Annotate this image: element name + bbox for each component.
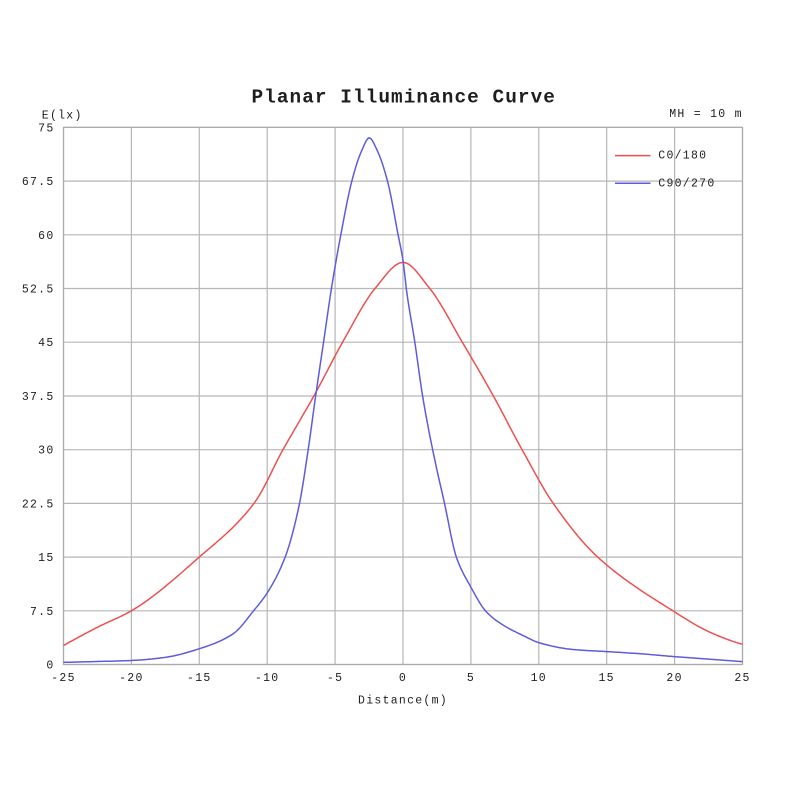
svg-text:52.5: 52.5: [22, 284, 55, 297]
svg-text:5: 5: [467, 672, 475, 685]
svg-text:15: 15: [38, 552, 54, 565]
svg-text:MH = 10 m: MH = 10 m: [669, 108, 743, 121]
svg-text:-15: -15: [187, 672, 212, 685]
svg-text:10: 10: [531, 672, 547, 685]
svg-text:60: 60: [38, 230, 54, 243]
svg-text:C0/180: C0/180: [658, 150, 707, 163]
svg-text:Distance(m): Distance(m): [358, 694, 448, 707]
svg-text:0: 0: [46, 660, 54, 673]
svg-text:C90/270: C90/270: [658, 177, 715, 190]
svg-text:67.5: 67.5: [22, 176, 55, 189]
svg-text:37.5: 37.5: [22, 391, 55, 404]
svg-text:-20: -20: [119, 672, 144, 685]
svg-text:Planar Illuminance Curve: Planar Illuminance Curve: [252, 86, 556, 108]
svg-text:-25: -25: [51, 672, 76, 685]
svg-text:30: 30: [38, 445, 54, 458]
svg-text:7.5: 7.5: [30, 606, 55, 619]
svg-text:75: 75: [38, 122, 54, 135]
svg-text:45: 45: [38, 337, 54, 350]
svg-text:-5: -5: [327, 672, 343, 685]
svg-text:25: 25: [734, 672, 750, 685]
svg-text:0: 0: [399, 672, 407, 685]
svg-text:22.5: 22.5: [22, 498, 55, 511]
svg-text:20: 20: [666, 672, 682, 685]
svg-text:E(lx): E(lx): [42, 109, 83, 122]
svg-text:-10: -10: [255, 672, 280, 685]
svg-text:15: 15: [599, 672, 615, 685]
